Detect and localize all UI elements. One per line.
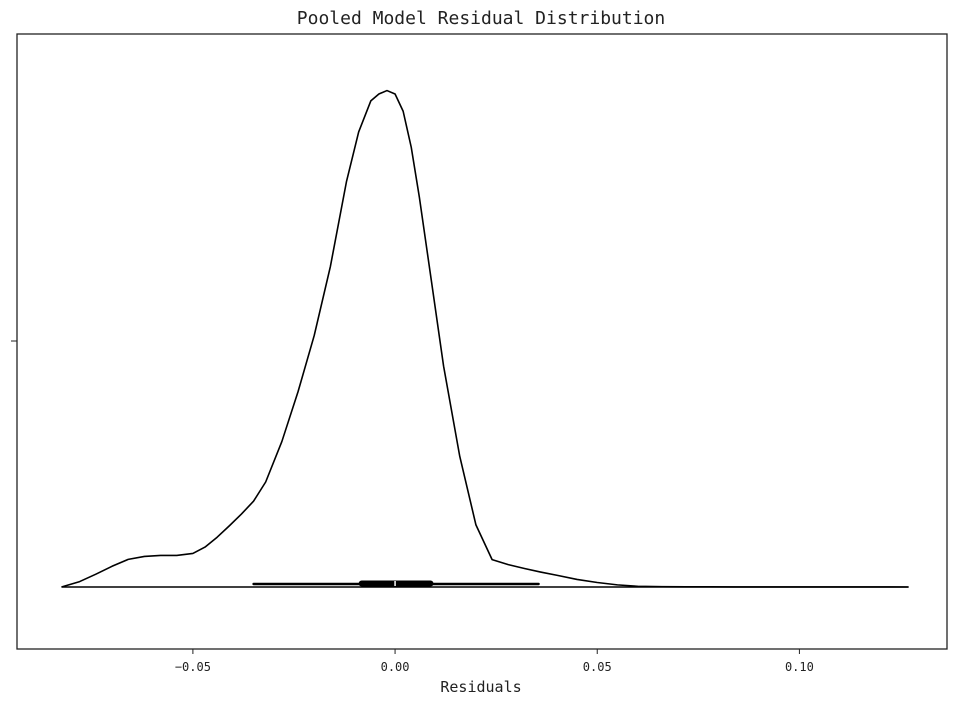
x-axis-label: Residuals bbox=[440, 678, 521, 696]
violin-layer bbox=[61, 89, 909, 588]
x-tick-label: 0.05 bbox=[583, 660, 612, 674]
density-curve bbox=[61, 89, 909, 588]
iqr-box bbox=[358, 580, 434, 587]
x-tick-label: −0.05 bbox=[175, 660, 211, 674]
x-axis: −0.05 0.00 0.05 0.10 bbox=[175, 649, 814, 674]
chart-title: Pooled Model Residual Distribution bbox=[297, 8, 665, 29]
x-tick-label: 0.10 bbox=[785, 660, 814, 674]
x-tick-label: 0.00 bbox=[381, 660, 410, 674]
plot-frame bbox=[16, 33, 948, 650]
